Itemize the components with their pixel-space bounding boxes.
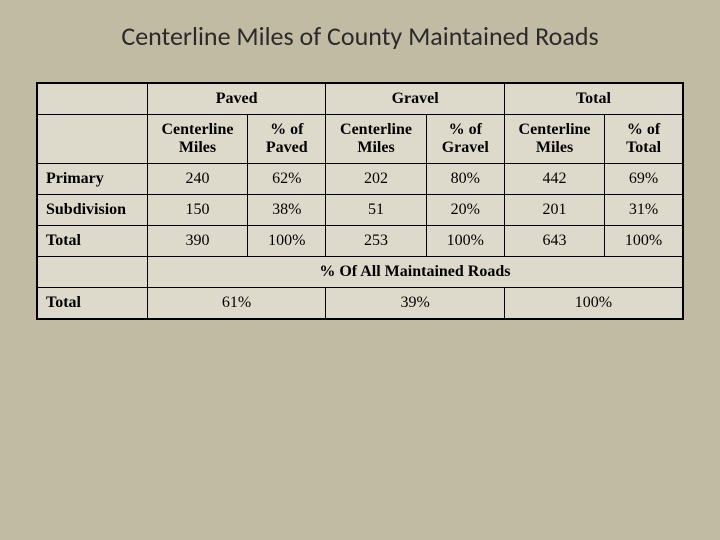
sub-header-row: Centerline Miles % of Paved Centerline M… xyxy=(37,115,683,164)
cell: 100% xyxy=(426,226,504,257)
table-row: Subdivision 150 38% 51 20% 201 31% xyxy=(37,195,683,226)
cell: 240 xyxy=(147,164,247,195)
group-total: Total xyxy=(504,83,683,115)
blank-subheader xyxy=(37,115,147,164)
pct-paved: 61% xyxy=(147,288,326,320)
slide-title: Centerline Miles of County Maintained Ro… xyxy=(0,0,720,82)
cell: 31% xyxy=(605,195,683,226)
cell: 390 xyxy=(147,226,247,257)
blank-header xyxy=(37,83,147,115)
cell: 62% xyxy=(248,164,326,195)
table-container: Paved Gravel Total Centerline Miles % of… xyxy=(0,82,720,320)
pct-row-rowlabel: Total xyxy=(37,288,147,320)
cell: 253 xyxy=(326,226,426,257)
cell: 38% xyxy=(248,195,326,226)
cell: 51 xyxy=(326,195,426,226)
roads-table: Paved Gravel Total Centerline Miles % of… xyxy=(36,82,684,320)
table-row: Primary 240 62% 202 80% 442 69% xyxy=(37,164,683,195)
pct-total: 100% xyxy=(504,288,683,320)
table-row: Total 390 100% 253 100% 643 100% xyxy=(37,226,683,257)
cell: 80% xyxy=(426,164,504,195)
cell: 202 xyxy=(326,164,426,195)
group-paved: Paved xyxy=(147,83,326,115)
cell: 100% xyxy=(248,226,326,257)
sub-total-cm: Centerline Miles xyxy=(504,115,604,164)
cell: 20% xyxy=(426,195,504,226)
cell: 201 xyxy=(504,195,604,226)
blank-pct-row xyxy=(37,257,147,288)
pct-value-row: Total 61% 39% 100% xyxy=(37,288,683,320)
sub-paved-cm: Centerline Miles xyxy=(147,115,247,164)
pct-gravel: 39% xyxy=(326,288,505,320)
sub-paved-pct: % of Paved xyxy=(248,115,326,164)
row-label-primary: Primary xyxy=(37,164,147,195)
pct-row-label: % Of All Maintained Roads xyxy=(147,257,683,288)
cell: 442 xyxy=(504,164,604,195)
sub-gravel-pct: % of Gravel xyxy=(426,115,504,164)
sub-total-pct: % of Total xyxy=(605,115,683,164)
cell: 100% xyxy=(605,226,683,257)
cell: 69% xyxy=(605,164,683,195)
sub-gravel-cm: Centerline Miles xyxy=(326,115,426,164)
cell: 643 xyxy=(504,226,604,257)
pct-label-row: % Of All Maintained Roads xyxy=(37,257,683,288)
cell: 150 xyxy=(147,195,247,226)
row-label-total: Total xyxy=(37,226,147,257)
group-header-row: Paved Gravel Total xyxy=(37,83,683,115)
group-gravel: Gravel xyxy=(326,83,505,115)
row-label-subdivision: Subdivision xyxy=(37,195,147,226)
